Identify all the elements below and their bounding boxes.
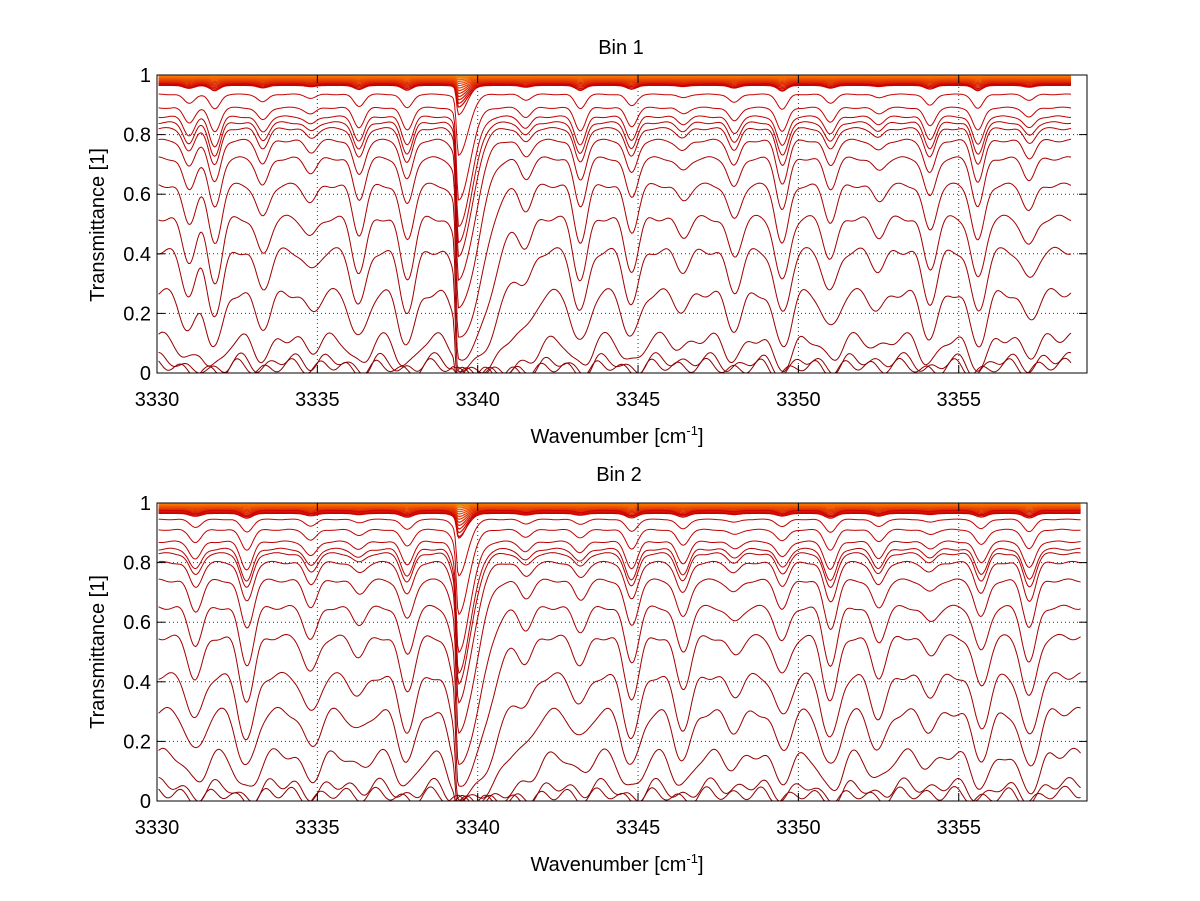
- series-line: [158, 512, 1081, 538]
- series-line: [158, 706, 1081, 802]
- x-tick-label: 3340: [455, 389, 500, 411]
- series-line: [158, 121, 1072, 244]
- series-line: [158, 83, 1071, 116]
- series-line: [158, 509, 1081, 520]
- x-tick-label: 3350: [776, 389, 821, 411]
- series-line: [158, 287, 1072, 374]
- x-tick-label: 3350: [776, 817, 821, 839]
- series-line: [158, 518, 1081, 577]
- series-line: [158, 331, 1072, 374]
- x-tick-label: 3335: [295, 389, 340, 411]
- series-line: [158, 79, 1071, 87]
- y-tick-label: 0.2: [123, 731, 151, 753]
- series-line: [158, 671, 1081, 801]
- series-line: [158, 785, 1081, 802]
- series-line: [158, 747, 1081, 802]
- x-tick-label: 3345: [616, 817, 661, 839]
- y-tick-label: 0.8: [123, 553, 151, 575]
- series-line: [158, 115, 1072, 227]
- series-line: [158, 81, 1071, 95]
- series-line: [158, 182, 1072, 338]
- series-line: [158, 77, 1071, 81]
- series-line: [158, 504, 1081, 507]
- y-tick-label: 0: [140, 363, 151, 385]
- series-line: [158, 93, 1071, 156]
- x-tick-label: 3355: [936, 817, 981, 839]
- plot-area: [158, 503, 1081, 802]
- series-line: [158, 552, 1081, 686]
- x-axis-label-suffix: ]: [698, 854, 704, 876]
- y-tick-label: 0: [140, 791, 151, 813]
- series-line: [158, 512, 1081, 534]
- series-line: [158, 106, 1072, 201]
- y-tick-label: 0.8: [123, 125, 151, 147]
- x-tick-label: 3335: [295, 817, 340, 839]
- series-line: [158, 214, 1072, 361]
- series-line: [158, 76, 1071, 79]
- series-line: [158, 82, 1071, 98]
- x-tick-label: 3355: [936, 389, 981, 411]
- y-axis-label: Transmittance [1]: [87, 148, 109, 302]
- series-line: [158, 547, 1081, 675]
- tick-marks: 3330 3335 3340 3345 3350 3355 0 0.2 0.4 0.6 0.8 1: [123, 65, 1087, 411]
- series-line: [158, 528, 1081, 616]
- chart-title: Bin 1: [598, 37, 644, 59]
- series-line: [158, 127, 1072, 258]
- x-axis-label: Wavenumber [cm-1]: [530, 423, 703, 448]
- series-line: [158, 357, 1072, 374]
- plot-area: [158, 75, 1072, 374]
- axes-bin-2: Bin 2 3330 3335 3340 3345 3350 3355 0 0.2 0.4 0.6…: [87, 464, 1088, 876]
- series-line: [158, 604, 1081, 765]
- x-axis-label-main: Wavenumber [cm: [530, 426, 686, 448]
- series-line: [158, 138, 1072, 281]
- series-line: [158, 633, 1081, 787]
- y-tick-label: 0.6: [123, 612, 151, 634]
- y-tick-label: 0.2: [123, 303, 151, 325]
- x-tick-label: 3345: [616, 389, 661, 411]
- y-tick-label: 0.4: [123, 672, 151, 694]
- series-line: [158, 540, 1081, 654]
- x-tick-label: 3330: [135, 817, 180, 839]
- series-line: [158, 156, 1072, 309]
- y-tick-label: 0.4: [123, 244, 151, 266]
- series-line: [158, 503, 1081, 506]
- y-axis-label: Transmittance [1]: [87, 575, 109, 729]
- x-axis-label-main: Wavenumber [cm: [530, 854, 686, 876]
- axes-bin-1: Bin 1 3330 3335 3340 3345 3350 3355 0 0.2 0.4 0.6…: [87, 37, 1088, 448]
- series-line: [158, 78, 1071, 83]
- series-line: [158, 506, 1081, 513]
- x-axis-label-superscript: -1: [686, 851, 698, 866]
- series-line: [158, 81, 1071, 92]
- x-axis-label: Wavenumber [cm-1]: [530, 851, 703, 876]
- series-line: [158, 246, 1072, 373]
- series-line: [158, 84, 1071, 108]
- y-tick-label: 1: [140, 493, 151, 515]
- series-line: [158, 505, 1081, 509]
- series-line: [158, 560, 1081, 704]
- series-line: [158, 78, 1071, 85]
- series-line: [158, 80, 1071, 89]
- series-line: [158, 578, 1081, 735]
- y-tick-label: 0.6: [123, 184, 151, 206]
- tick-marks: 3330 3335 3340 3345 3350 3355 0 0.2 0.4 0.6 0.8 1: [123, 493, 1087, 839]
- series-line: [158, 508, 1081, 518]
- chart-title: Bin 2: [596, 464, 642, 486]
- series-line: [158, 507, 1081, 515]
- series-line: [158, 506, 1081, 511]
- x-tick-label: 3340: [455, 817, 500, 839]
- y-tick-label: 1: [140, 65, 151, 87]
- series-line: [158, 509, 1081, 539]
- x-tick-label: 3330: [135, 389, 180, 411]
- x-axis-label-superscript: -1: [686, 423, 698, 438]
- axes-box: [156, 502, 1088, 802]
- x-axis-label-suffix: ]: [698, 426, 704, 448]
- axes-box: [156, 74, 1088, 374]
